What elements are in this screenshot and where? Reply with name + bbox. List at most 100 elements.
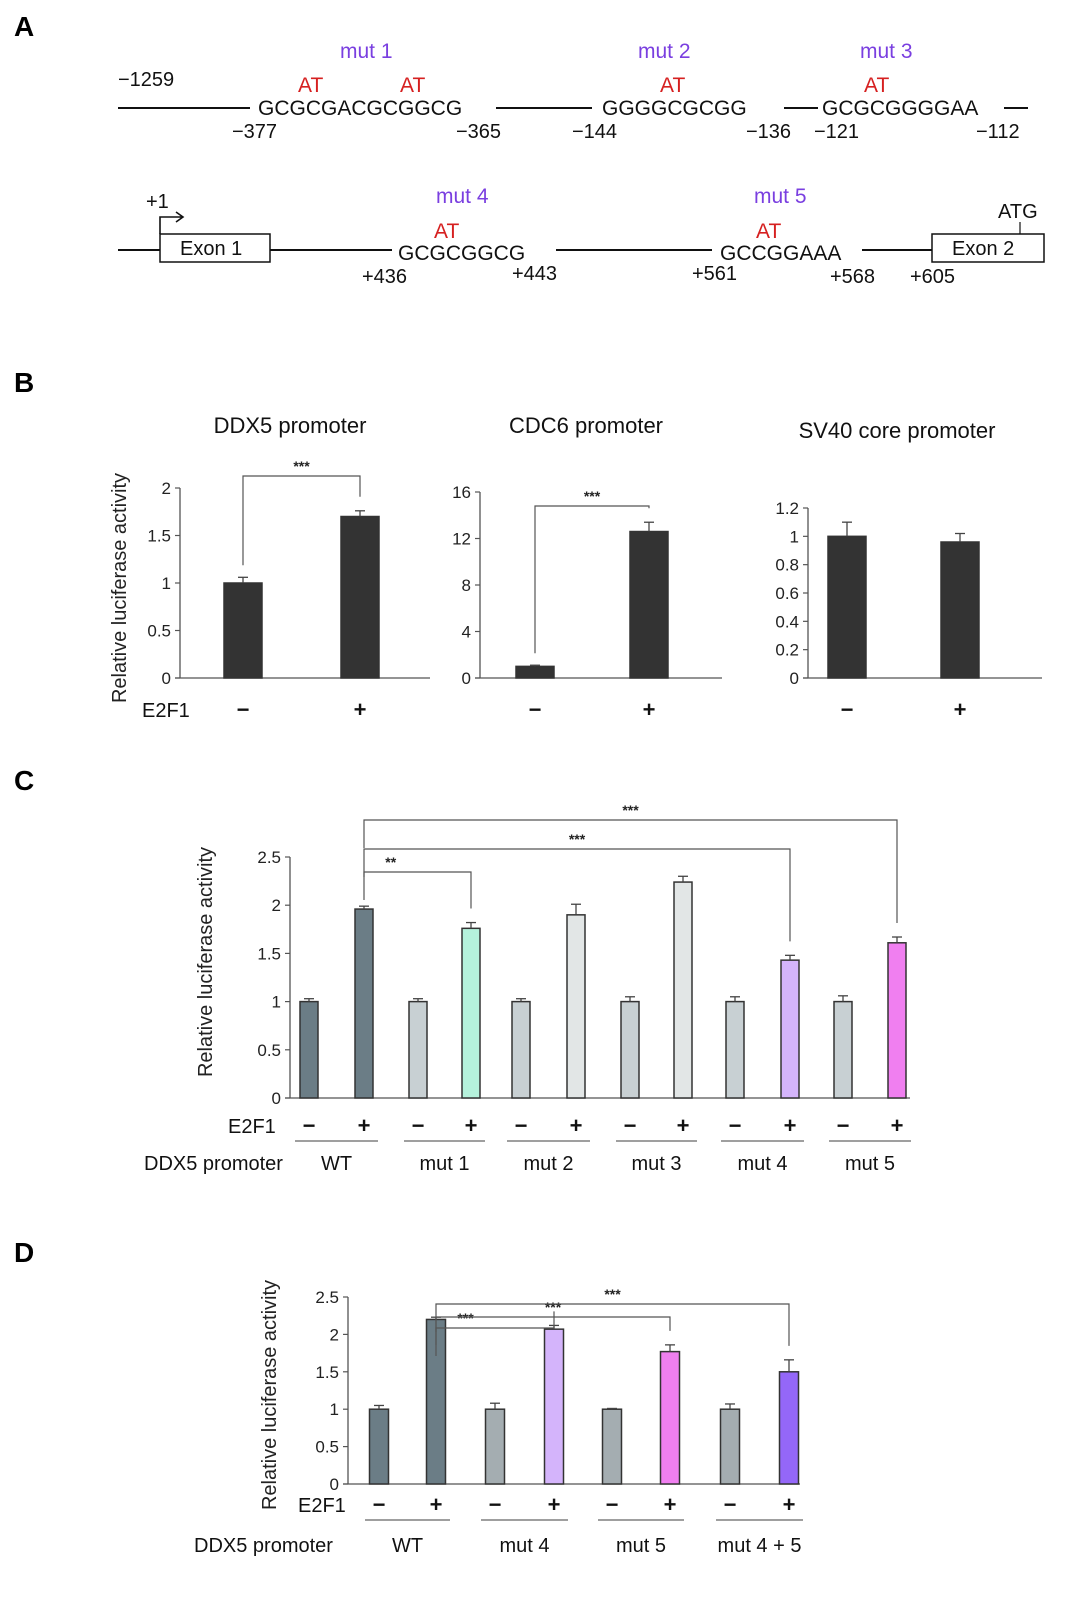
significance-label: *** [569, 831, 586, 847]
e2f1-sign-label: − [837, 1113, 850, 1138]
panel-c-ylabel: Relative luciferase activity [195, 847, 217, 1077]
group-label: mut 4 [499, 1535, 549, 1557]
y-tick-label: 0 [462, 669, 471, 688]
mut1-sequence: GCGCGACGCGGCG [258, 97, 462, 120]
significance-label: *** [545, 1299, 562, 1315]
mut3-sequence: GCGCGGGGAA [822, 97, 978, 120]
y-tick-label: 1.5 [315, 1363, 339, 1382]
y-tick-label: 0 [272, 1089, 281, 1108]
significance-label: *** [293, 458, 310, 474]
exon2-box [931, 233, 1045, 263]
mut5-sequence: GCCGGAAA [720, 242, 841, 265]
y-tick-label: 2.5 [257, 848, 281, 867]
bar [543, 1328, 565, 1485]
bar [833, 1000, 853, 1099]
y-tick-label: 0.6 [775, 584, 799, 603]
e2f1-sign-label: − [529, 697, 542, 722]
e2f1-sign-label: − [624, 1113, 637, 1138]
y-tick-label: 0.5 [315, 1438, 339, 1457]
group-label: mut 3 [631, 1153, 681, 1175]
e2f1-sign-label: + [783, 1492, 796, 1517]
e2f1-sign-label: − [412, 1113, 425, 1138]
bar [566, 914, 586, 1099]
bar [673, 881, 693, 1099]
bar [354, 908, 374, 1099]
panel-label-d: D [14, 1237, 34, 1268]
mut4-sequence: GCGCGGCG [398, 242, 525, 265]
mut3-start-pos: −121 [814, 121, 859, 143]
chart-cdc6-promoter: CDC6 promoter 0 4 8 12 16 − + *** [452, 413, 722, 722]
significance-bracket [363, 819, 898, 924]
mut1-start-pos: −377 [232, 121, 277, 143]
mut3-end-pos: −112 [976, 121, 1020, 143]
mut4-at: AT [434, 220, 459, 243]
e2f1-sign-label: + [548, 1492, 561, 1517]
y-tick-label: 0.5 [147, 622, 171, 641]
e2f1-sign-label: − [489, 1492, 502, 1517]
y-tick-label: 1.5 [257, 944, 281, 963]
group-label: mut 4 [737, 1153, 787, 1175]
bar [408, 1000, 428, 1099]
y-tick-label: 16 [452, 483, 471, 502]
atg-label: ATG [998, 201, 1038, 223]
bar [223, 582, 263, 679]
e2f1-sign-label: + [430, 1492, 443, 1517]
group-label: mut 1 [419, 1153, 469, 1175]
mut1-label: mut 1 [340, 40, 393, 63]
y-tick-label: 1 [790, 527, 799, 546]
panel-label-a: A [14, 11, 34, 42]
e2f1-sign-label: + [677, 1113, 690, 1138]
y-tick-label: 2 [162, 479, 171, 498]
mut3-at: AT [864, 74, 889, 97]
chart-ddx5-mutants-d: 0 0.5 1 1.5 2 2.5 − + − + − + − + *** *** *** WT mut 4 mut … [315, 1286, 803, 1557]
significance-bracket [363, 848, 791, 942]
significance-bracket [363, 871, 472, 909]
bar [778, 1371, 800, 1485]
y-tick-label: 1.5 [147, 527, 171, 546]
y-tick-label: 2 [272, 896, 281, 915]
panel-d-e2f1-label: E2F1 [298, 1495, 346, 1517]
e2f1-sign-label: + [358, 1113, 371, 1138]
significance-label: ** [385, 854, 396, 870]
mut4-end-pos: +443 [512, 263, 557, 285]
bar [511, 1000, 531, 1099]
significance-label: *** [622, 802, 639, 818]
exon2-label: Exon 2 [952, 238, 1014, 260]
y-tick-label: 0.8 [775, 556, 799, 575]
panel-b-e2f1-label: E2F1 [142, 700, 190, 722]
chart-title: CDC6 promoter [509, 413, 663, 438]
group-label: mut 4 + 5 [718, 1535, 802, 1557]
bar [299, 1000, 319, 1099]
bar [620, 1000, 640, 1099]
tss-label: +1 [146, 191, 169, 213]
mut5-at: AT [756, 220, 781, 243]
y-tick-label: 2.5 [315, 1288, 339, 1307]
promoter-diagram-upstream: −1259 mut 1 AT AT GCGCGACGCGGCG −377 −36… [118, 40, 1028, 143]
bar [629, 530, 669, 679]
chart-ddx5-promoter: DDX5 promoter 0 0.5 1 1.5 2 − + *** [147, 413, 430, 722]
mut5-label: mut 5 [754, 185, 807, 208]
mut2-start-pos: −144 [572, 121, 617, 143]
chart-title: SV40 core promoter [799, 418, 996, 443]
e2f1-sign-label: + [784, 1113, 797, 1138]
e2f1-sign-label: − [237, 697, 250, 722]
y-tick-label: 12 [452, 530, 471, 549]
e2f1-sign-label: − [373, 1492, 386, 1517]
e2f1-sign-label: − [303, 1113, 316, 1138]
mut5-end-pos: +568 [830, 266, 875, 288]
mut4-label: mut 4 [436, 185, 489, 208]
mut1-end-pos: −365 [456, 121, 501, 143]
significance-bracket [534, 505, 650, 654]
exon1-label: Exon 1 [180, 238, 242, 260]
y-tick-label: 0 [162, 669, 171, 688]
panel-c-promoter-label: DDX5 promoter [144, 1153, 283, 1175]
exon1-box [159, 233, 271, 263]
e2f1-sign-label: − [724, 1492, 737, 1517]
y-tick-label: 0.5 [257, 1041, 281, 1060]
bar [725, 1000, 745, 1099]
mut2-at: AT [660, 74, 685, 97]
y-tick-label: 0.4 [775, 612, 799, 631]
bar [601, 1408, 623, 1485]
